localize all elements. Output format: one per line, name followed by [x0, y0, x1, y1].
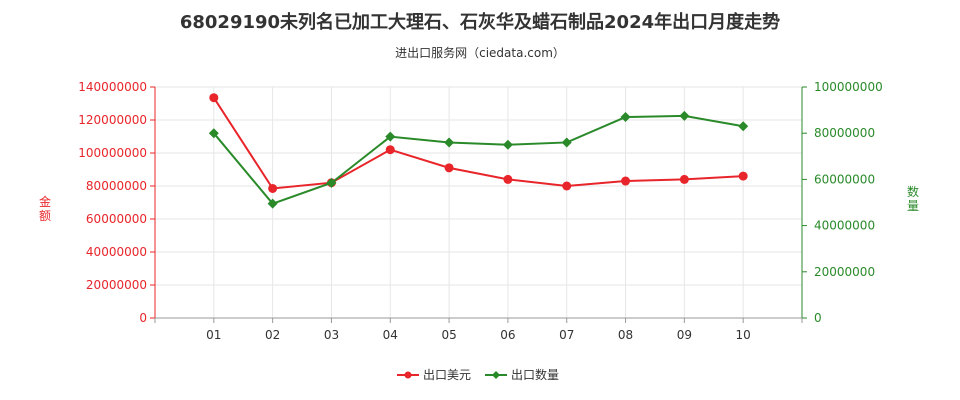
y-tick-label-left: 100000000: [78, 146, 147, 160]
x-tick-label: 05: [441, 328, 456, 342]
chart-subtitle: 进出口服务网（ciedata.com）: [395, 46, 565, 60]
x-tick-label: 01: [206, 328, 221, 342]
x-tick-label: 06: [500, 328, 515, 342]
data-point-value: [562, 181, 572, 191]
data-point-value: [268, 183, 278, 193]
y-axis-left-label: 金额: [38, 195, 51, 223]
y-tick-label-left: 40000000: [86, 245, 147, 259]
data-point-quantity: [385, 131, 396, 142]
data-point-value: [738, 171, 748, 181]
legend-marker-1: [404, 371, 412, 379]
legend-label-1: 出口美元: [423, 368, 471, 382]
y-tick-label-left: 0: [139, 311, 147, 325]
x-tick-label: 04: [383, 328, 398, 342]
data-point-value: [444, 163, 454, 173]
y-tick-label-right: 0: [814, 311, 822, 325]
data-point-value: [209, 93, 219, 103]
chart-title: 68029190未列名已加工大理石、石灰华及蜡石制品2024年出口月度走势: [179, 12, 781, 33]
y-tick-label-left: 80000000: [86, 179, 147, 193]
legend-marker-2: [492, 371, 500, 379]
x-tick-label: 10: [736, 328, 751, 342]
series-line-1: [212, 97, 744, 190]
y-tick-label-left: 140000000: [78, 80, 147, 94]
data-point-value: [385, 145, 395, 155]
y-axis-right-label: 数量: [906, 185, 919, 213]
data-point-value: [621, 176, 631, 186]
y-tick-label-right: 60000000: [814, 172, 875, 186]
data-point-value: [503, 174, 513, 184]
series-line-2: [213, 114, 744, 205]
data-point-quantity: [620, 112, 631, 123]
y-tick-label-left: 60000000: [86, 212, 147, 226]
data-point-quantity: [679, 110, 690, 121]
x-tick-label: 08: [618, 328, 633, 342]
y-tick-label-right: 20000000: [814, 265, 875, 279]
data-point-quantity: [267, 198, 278, 209]
x-tick-label: 02: [265, 328, 280, 342]
y-tick-label-right: 40000000: [814, 219, 875, 233]
x-tick-label: 07: [559, 328, 574, 342]
x-tick-label: 09: [677, 328, 692, 342]
data-point-quantity: [502, 139, 513, 150]
data-point-value: [679, 174, 689, 184]
y-tick-label-left: 20000000: [86, 278, 147, 292]
y-tick-label-left: 120000000: [78, 113, 147, 127]
data-point-quantity: [561, 137, 572, 148]
y-tick-label-right: 80000000: [814, 126, 875, 140]
y-tick-label-right: 100000000: [814, 80, 883, 94]
x-tick-label: 03: [324, 328, 339, 342]
data-point-quantity: [444, 137, 455, 148]
data-point-quantity: [326, 177, 337, 188]
data-point-quantity: [738, 121, 749, 132]
legend-label-2: 出口数量: [511, 367, 559, 382]
data-point-quantity: [208, 128, 219, 139]
